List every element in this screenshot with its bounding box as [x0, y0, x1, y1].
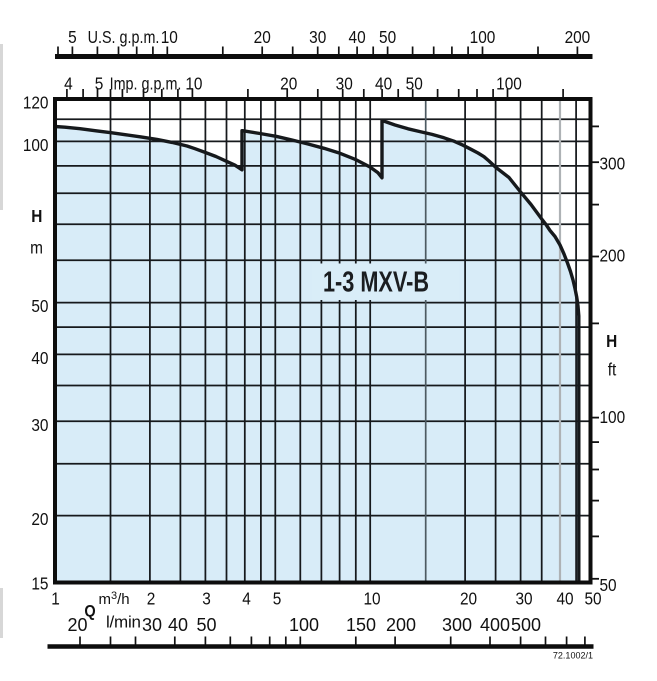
svg-text:50: 50 [584, 590, 601, 609]
svg-text:120: 120 [23, 94, 49, 113]
svg-text:50: 50 [406, 75, 423, 94]
svg-text:U.S. g.p.m.: U.S. g.p.m. [88, 29, 160, 48]
svg-text:40: 40 [168, 615, 188, 635]
svg-text:200: 200 [600, 246, 626, 265]
svg-text:30: 30 [336, 75, 353, 94]
svg-text:300: 300 [442, 615, 472, 635]
svg-text:Imp. g.p.m.: Imp. g.p.m. [110, 75, 182, 94]
svg-text:30: 30 [142, 615, 162, 635]
svg-text:40: 40 [349, 28, 366, 47]
svg-text:5: 5 [68, 28, 77, 47]
svg-text:Q: Q [84, 603, 95, 621]
svg-text:4: 4 [242, 590, 251, 609]
svg-text:50: 50 [196, 615, 216, 635]
svg-text:10: 10 [363, 590, 380, 609]
svg-text:200: 200 [565, 28, 591, 47]
svg-text:100: 100 [23, 136, 49, 155]
svg-text:50: 50 [379, 28, 396, 47]
svg-text:15: 15 [31, 575, 48, 594]
svg-text:100: 100 [470, 28, 496, 47]
svg-text:1: 1 [51, 590, 60, 609]
svg-text:20: 20 [460, 590, 477, 609]
svg-text:m: m [30, 239, 43, 258]
svg-text:1-3 MXV-B: 1-3 MXV-B [323, 266, 429, 298]
svg-text:20: 20 [254, 28, 271, 47]
svg-text:10: 10 [161, 28, 178, 47]
svg-text:4: 4 [64, 75, 73, 94]
svg-text:30: 30 [31, 416, 48, 435]
svg-text:5: 5 [95, 75, 104, 94]
svg-text:10: 10 [185, 75, 202, 94]
svg-text:30: 30 [309, 28, 326, 47]
svg-text:100: 100 [496, 75, 522, 94]
svg-text:150: 150 [346, 615, 376, 635]
svg-text:30: 30 [515, 590, 532, 609]
svg-text:300: 300 [600, 154, 626, 173]
svg-text:ft: ft [608, 361, 617, 380]
svg-text:50: 50 [31, 297, 48, 316]
svg-text:50: 50 [600, 576, 617, 595]
svg-text:100: 100 [289, 615, 319, 635]
svg-text:400: 400 [480, 615, 510, 635]
svg-text:72.1002/1: 72.1002/1 [553, 650, 593, 660]
svg-text:3: 3 [202, 590, 211, 609]
svg-text:5: 5 [273, 590, 282, 609]
svg-text:m3/h: m3/h [99, 590, 130, 608]
svg-text:40: 40 [31, 349, 48, 368]
svg-text:40: 40 [556, 590, 573, 609]
svg-text:l/min: l/min [106, 613, 141, 632]
svg-text:2: 2 [147, 590, 156, 609]
svg-text:20: 20 [67, 615, 87, 635]
svg-text:H: H [606, 332, 617, 351]
svg-text:20: 20 [31, 510, 48, 529]
svg-text:500: 500 [511, 615, 541, 635]
svg-text:200: 200 [386, 615, 416, 635]
svg-text:20: 20 [280, 75, 297, 94]
svg-text:40: 40 [375, 75, 392, 94]
svg-text:H: H [31, 207, 42, 226]
svg-text:100: 100 [600, 408, 626, 427]
